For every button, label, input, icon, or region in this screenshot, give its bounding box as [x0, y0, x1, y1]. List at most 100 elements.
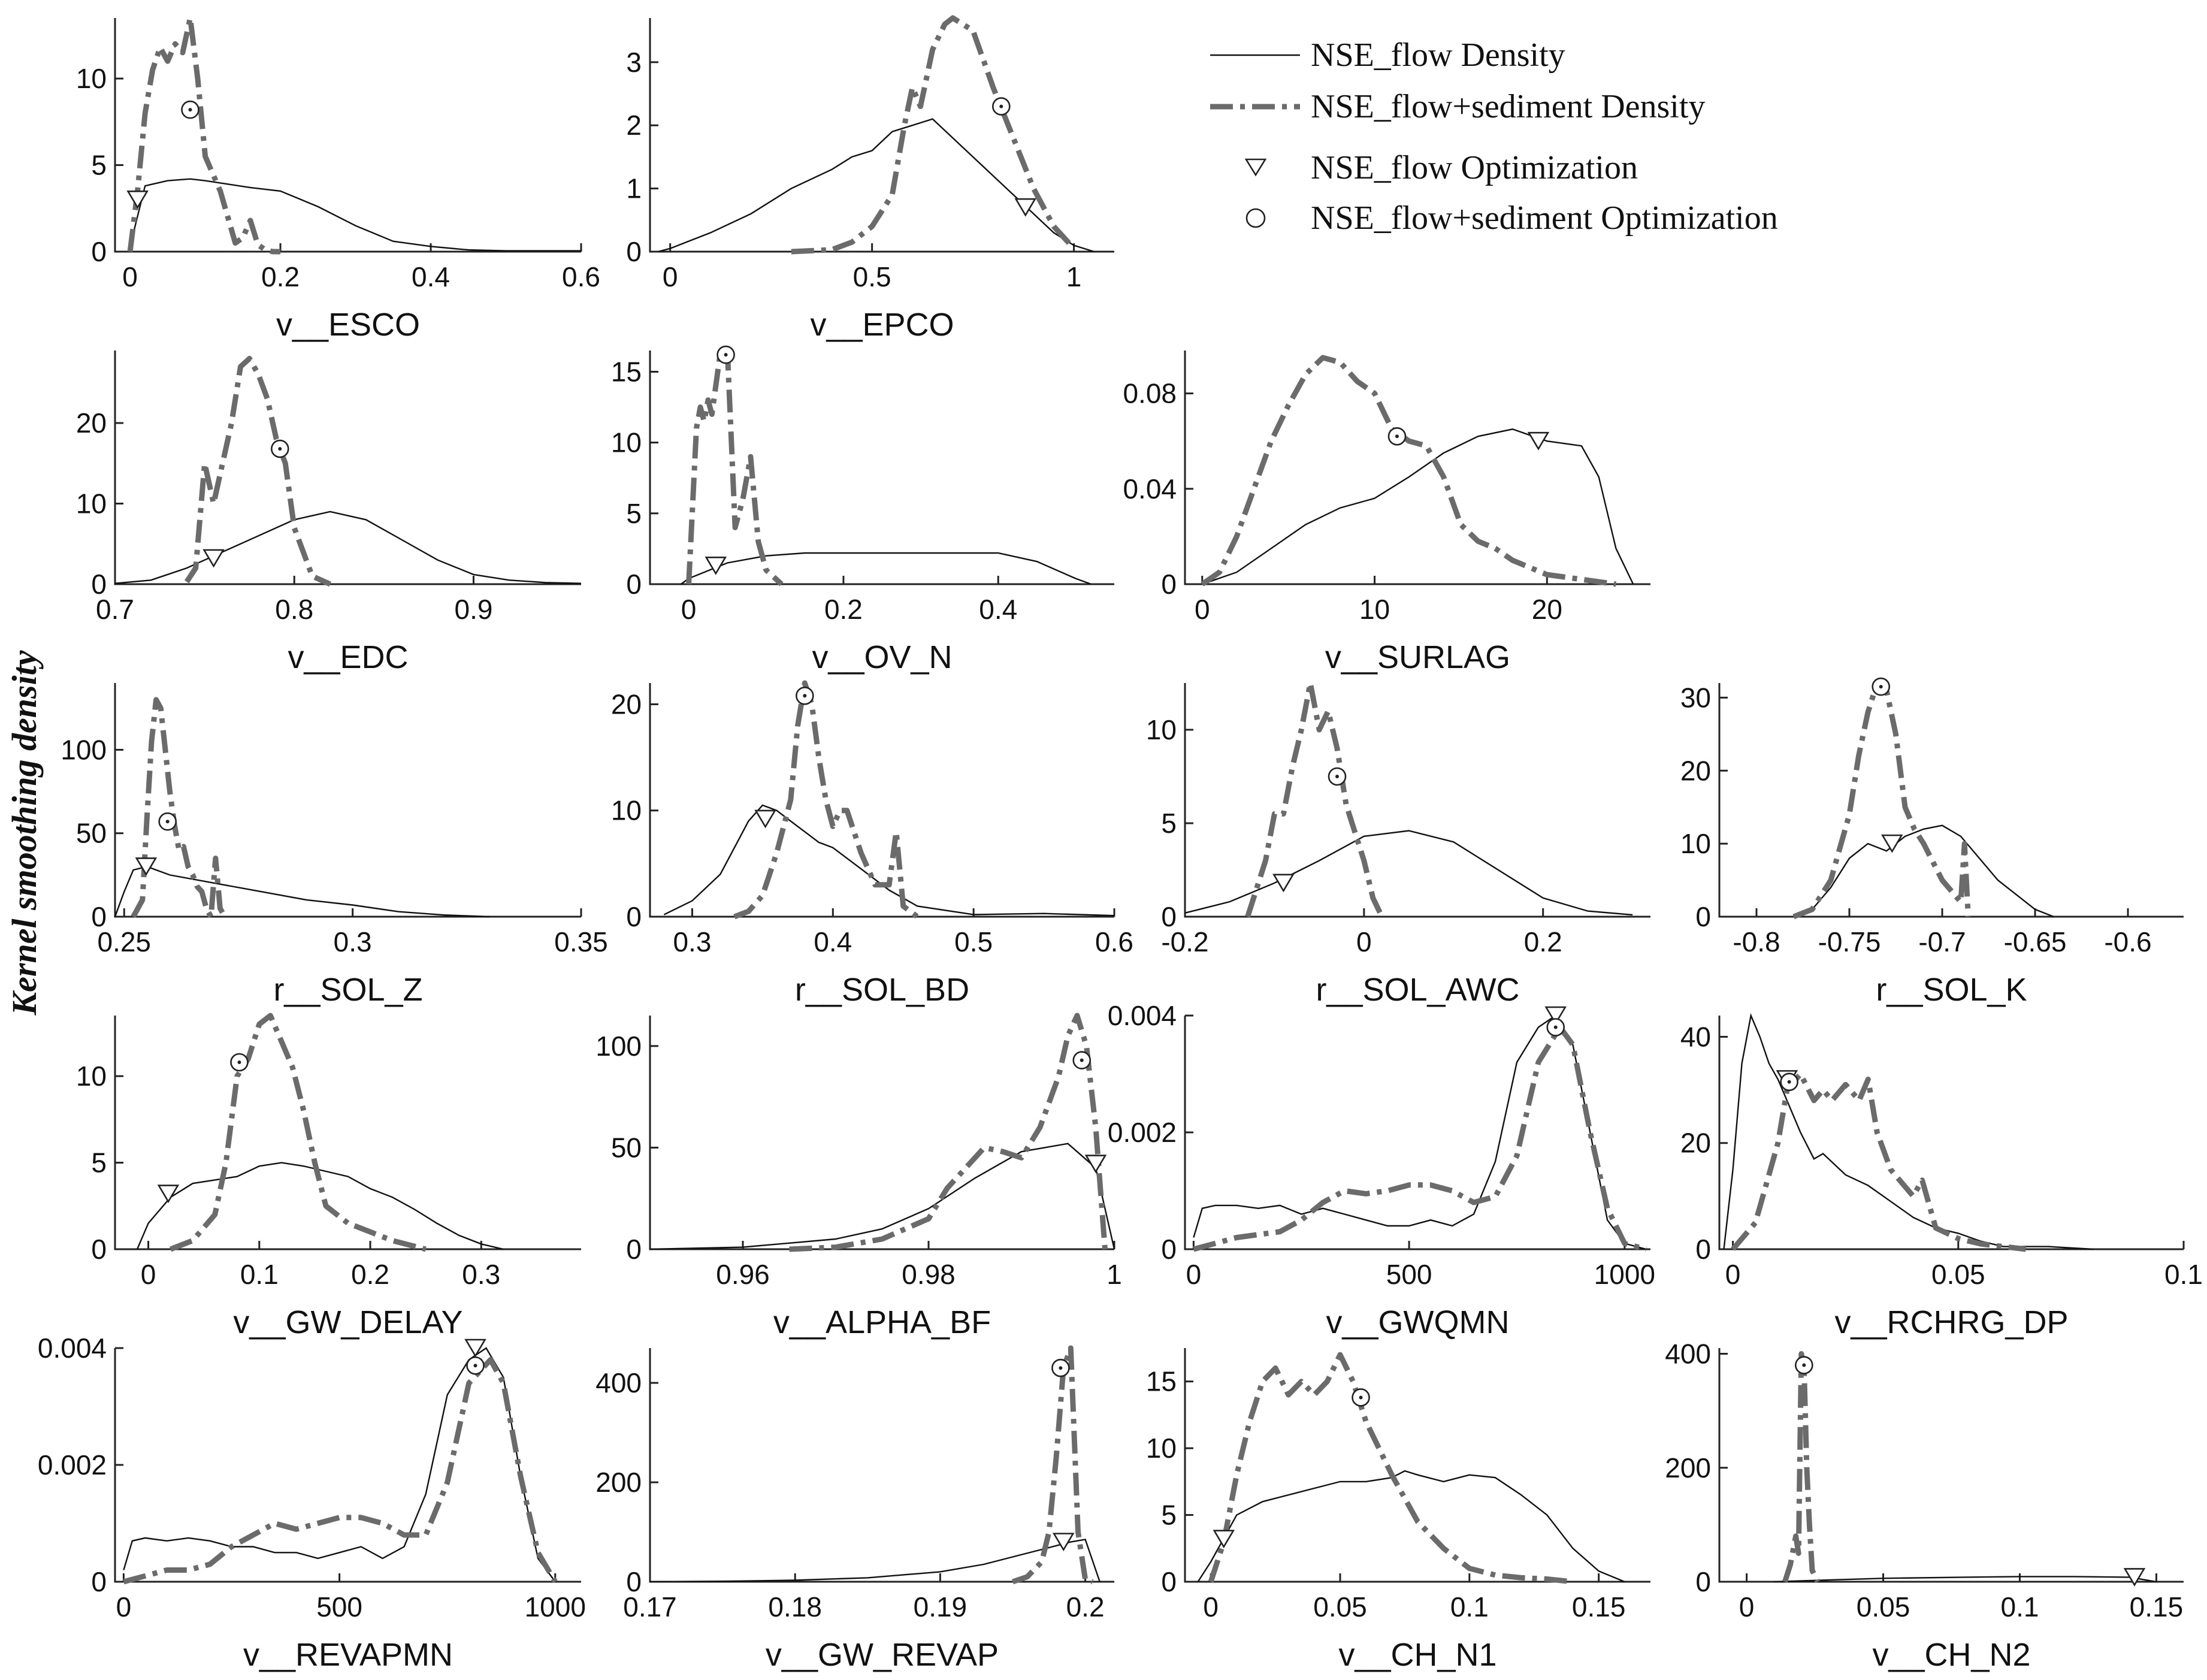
- marker-flow-optimization: [1084, 1155, 1107, 1174]
- marker-flow-optimization: [754, 809, 776, 829]
- legend-flow-opt-label: NSE_flow Optimization: [1311, 149, 1638, 186]
- x-tick-label: 0.2: [824, 594, 863, 625]
- x-axis-label: v__GW_DELAY: [233, 1304, 462, 1340]
- x-tick-label: 0.1: [240, 1259, 279, 1290]
- axes: [114, 1348, 581, 1583]
- x-tick-label: 0.9: [454, 594, 492, 625]
- marker-flow-optimization: [1881, 834, 1903, 853]
- marker-sediment-optimization-dot: [724, 353, 728, 357]
- y-tick-label: 0.002: [38, 1449, 107, 1480]
- panel-v-esco: 0 0.2 0.4 0.6 0 5 10 v__ESCO: [76, 15, 600, 343]
- x-tick-label: 0.05: [1931, 1259, 1985, 1290]
- y-tick-label: 0: [91, 1566, 107, 1597]
- series-sediment-density: [1245, 680, 1384, 918]
- x-tick-label: 0: [681, 594, 697, 625]
- legend-flow-density-label: NSE_flow Density: [1311, 37, 1565, 74]
- y-tick-label: 10: [76, 488, 107, 519]
- x-tick-label: 1000: [525, 1591, 586, 1622]
- x-tick-label: 0.15: [1572, 1591, 1626, 1622]
- axes: [1184, 1348, 1650, 1583]
- y-tick-label: 0.08: [1123, 378, 1177, 409]
- axes: [649, 1016, 1114, 1250]
- x-axis-label: v__GW_REVAP: [766, 1637, 999, 1673]
- panel-v-gw-revap: 0.17 0.18 0.19 0.2 0 200 400 v__GW_REVAP: [595, 1345, 1114, 1673]
- x-tick-label: 0.1: [2164, 1259, 2203, 1290]
- y-tick-label: 0: [626, 1566, 642, 1597]
- marker-sediment-optimization-dot: [1553, 1025, 1558, 1029]
- axes: [1718, 1348, 2184, 1583]
- y-tick-label: 0: [1161, 1234, 1177, 1265]
- x-tick-label: 0.2: [351, 1259, 389, 1290]
- y-tick-label: 10: [1146, 714, 1177, 745]
- x-tick-label: 0.2: [1524, 926, 1562, 957]
- marker-flow-optimization: [2123, 1568, 2146, 1587]
- marker-sediment-optimization-dot: [165, 820, 170, 824]
- series-flow-density: [1723, 1013, 2094, 1250]
- marker-sediment-optimization-dot: [1879, 685, 1883, 689]
- x-tick-label: 0.18: [768, 1591, 822, 1622]
- legend-flow-opt-marker: [1244, 158, 1267, 177]
- x-tick-label: 0.4: [814, 926, 852, 957]
- y-tick-label: 200: [1665, 1452, 1711, 1483]
- legend-sed-opt-label: NSE_flow+sediment Optimization: [1311, 200, 1778, 237]
- marker-sediment-optimization-dot: [237, 1060, 241, 1064]
- axes: [1718, 683, 2184, 918]
- series-sediment-density: [1782, 1351, 1821, 1583]
- y-tick-label: 0: [1161, 569, 1177, 600]
- y-tick-label: 20: [1680, 755, 1711, 786]
- axes: [1184, 683, 1650, 918]
- series-sediment-density: [169, 1013, 427, 1252]
- panel-v-ov-n: 0 0.2 0.4 0 5 10 15 v__OV_N: [611, 345, 1114, 675]
- x-axis-label: v__RCHRG_DP: [1834, 1304, 2068, 1340]
- x-axis-label: v__EPCO: [810, 307, 954, 343]
- x-tick-label: 0: [141, 1259, 156, 1290]
- y-tick-label: 100: [61, 734, 107, 765]
- series-flow-density: [1793, 824, 2054, 918]
- x-tick-label: 0.2: [261, 261, 300, 292]
- y-tick-label: 200: [595, 1467, 642, 1498]
- x-tick-label: 0.17: [623, 1591, 677, 1622]
- panel-v-gw-delay: 0 0.1 0.2 0.3 0 5 10 v__GW_DELAY: [76, 1013, 581, 1340]
- x-tick-label: 0.05: [1313, 1591, 1367, 1622]
- series-sediment-density: [789, 1013, 1108, 1252]
- y-tick-label: 0: [1695, 901, 1711, 932]
- panel-r-sol-z: 0.25 0.3 0.35 0 50 100 r__SOL_Z: [61, 683, 608, 1008]
- series-flow-density: [649, 1143, 1115, 1250]
- panel-v-epco: 0 0.5 1 0 1 2 3 v__EPCO: [626, 15, 1114, 343]
- x-axis-label: v__ALPHA_BF: [773, 1304, 991, 1340]
- y-tick-label: 0.004: [1108, 1000, 1177, 1031]
- x-tick-label: 20: [1532, 594, 1562, 625]
- marker-flow-optimization: [464, 1338, 486, 1358]
- series-flow-density: [1184, 830, 1633, 916]
- series-flow-density: [123, 1347, 556, 1582]
- series-sediment-density: [1208, 1352, 1573, 1585]
- series-sediment-density: [1012, 1345, 1094, 1585]
- x-tick-label: -0.2: [1161, 926, 1208, 957]
- axes: [1184, 1016, 1650, 1250]
- x-tick-label: 0: [1186, 1259, 1202, 1290]
- x-axis-label: v__GWQMN: [1326, 1304, 1509, 1340]
- x-axis-label: r__SOL_Z: [273, 972, 422, 1008]
- marker-sediment-optimization-dot: [188, 108, 192, 112]
- y-tick-label: 2: [626, 110, 642, 141]
- series-sediment-density: [184, 355, 331, 587]
- y-tick-label: 10: [1146, 1433, 1177, 1464]
- axes: [649, 18, 1114, 253]
- y-tick-label: 10: [1680, 828, 1711, 859]
- x-tick-label: 0.6: [562, 261, 600, 292]
- y-tick-label: 10: [76, 63, 107, 94]
- x-tick-label: 0.4: [412, 261, 450, 292]
- y-axis-label: Kernel smoothing density: [5, 650, 44, 1016]
- y-tick-label: 100: [595, 1031, 642, 1062]
- marker-flow-optimization: [705, 556, 727, 575]
- y-tick-label: 0: [626, 1234, 642, 1265]
- panel-r-sol-bd: 0.3 0.4 0.5 0.6 0 10 20 r__SOL_BD: [611, 680, 1133, 1008]
- marker-sediment-optimization-dot: [1335, 775, 1340, 778]
- y-tick-label: 20: [76, 407, 107, 439]
- series-flow-density: [1774, 1576, 2157, 1583]
- marker-flow-optimization: [1272, 874, 1295, 893]
- y-tick-label: 50: [611, 1132, 642, 1163]
- y-tick-label: 400: [1665, 1338, 1711, 1370]
